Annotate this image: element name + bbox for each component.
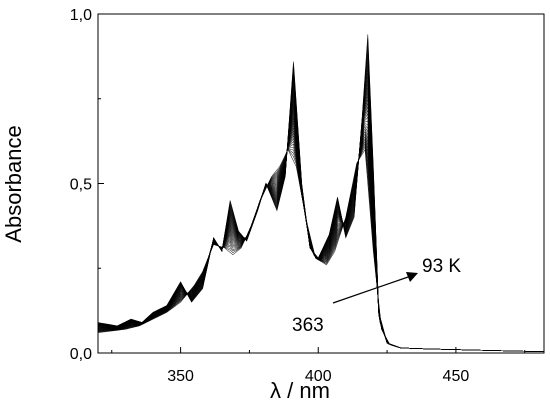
spectra-lines [97,34,545,352]
arrow-shaft [332,275,412,304]
x-axis: 350 400 450 [111,347,526,385]
plot-frame [97,13,545,354]
spectrum-line [97,38,545,352]
y-axis: 0,0 0,5 1,0 [70,7,104,363]
arrow-head [406,272,418,282]
spectrum-line [97,99,545,352]
start-temperature-label: 363 [292,315,324,336]
y-tick-label: 0,0 [70,346,92,363]
y-tick-label: 1,0 [70,7,92,24]
spectrum-line [97,42,545,352]
spectrum-line [97,46,545,352]
end-temperature-label: 93 K [422,256,461,277]
y-axis-title: Absorbance [1,125,26,242]
x-tick-label: 350 [167,368,194,385]
x-axis-title: λ / nm [270,378,330,403]
x-tick-label: 450 [443,368,470,385]
temperature-arrow [332,272,418,304]
spectrum-line [97,34,545,352]
y-tick-label: 0,5 [70,177,92,194]
x-tick-label: 400 [305,368,332,385]
